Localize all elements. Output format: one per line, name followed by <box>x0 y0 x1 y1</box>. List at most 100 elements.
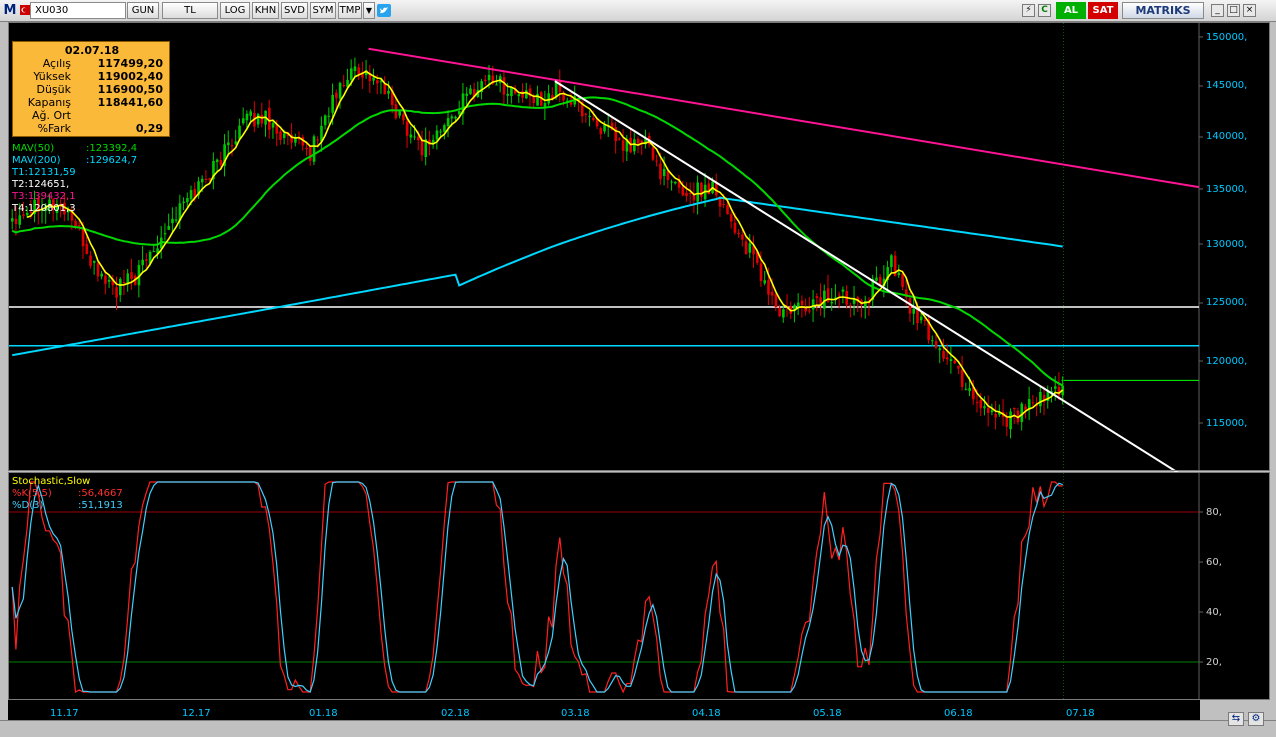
candle-body <box>443 125 446 132</box>
candle-body <box>752 245 755 255</box>
mav50-value: :123392,4 <box>86 143 138 154</box>
candle-body <box>338 82 342 99</box>
candle-body <box>782 309 785 318</box>
dropdown-arrow-icon[interactable]: ▼ <box>363 2 375 19</box>
candle-body <box>901 273 904 288</box>
candle-body <box>219 160 223 165</box>
refresh-icon[interactable]: C <box>1038 4 1051 17</box>
log-button[interactable]: LOG <box>220 2 250 19</box>
stoch-y-tick: 80, <box>1206 507 1222 518</box>
candle-body <box>748 243 752 253</box>
candle-body <box>625 139 629 152</box>
candle-body <box>346 79 349 87</box>
x-tick: 02.18 <box>441 708 470 719</box>
candle-body <box>241 118 245 124</box>
candle-body <box>506 93 510 96</box>
candle-body <box>521 91 524 98</box>
close-icon[interactable]: × <box>1243 4 1256 17</box>
candle-body <box>554 82 558 98</box>
candle-body <box>130 272 133 279</box>
candle-body <box>14 218 18 225</box>
sell-button[interactable]: SAT <box>1088 2 1118 19</box>
symbol-field[interactable]: XU030 <box>30 2 126 19</box>
khn-button[interactable]: KHN <box>252 2 279 19</box>
candle-body <box>826 288 830 302</box>
price-panel-frame <box>8 22 1270 471</box>
candle-body <box>968 388 971 392</box>
svd-button[interactable]: SVD <box>281 2 308 19</box>
sync-icon[interactable]: ⇆ <box>1228 712 1244 726</box>
candle-body <box>543 102 547 109</box>
candle-body <box>137 264 141 286</box>
candle-body <box>502 77 506 95</box>
period-button[interactable]: GUN <box>127 2 159 19</box>
buy-button[interactable]: AL <box>1056 2 1086 19</box>
candle-body <box>972 386 975 400</box>
minimize-icon[interactable]: _ <box>1211 4 1224 17</box>
stoch-title: Stochastic,Slow <box>12 476 91 487</box>
candle-body <box>580 102 584 117</box>
candle-body <box>919 316 923 321</box>
candle-body <box>268 107 271 130</box>
candle-body <box>808 310 811 312</box>
candle-body <box>331 95 334 113</box>
candle-body <box>1013 408 1016 410</box>
candle-body <box>51 199 55 210</box>
candle-body <box>990 410 994 413</box>
settings-icon[interactable]: ⚙ <box>1248 712 1264 726</box>
candle-body <box>234 141 238 145</box>
candle-body <box>230 145 234 147</box>
stoch-axis-area <box>1199 473 1269 699</box>
info-row-low: Düşük 116900,50 <box>36 83 163 96</box>
mav200-value: :129624,7 <box>86 155 138 166</box>
flag-icon <box>20 5 30 15</box>
candle-body <box>666 171 670 180</box>
stoch-plot-area <box>9 473 1199 699</box>
candle-body <box>357 67 361 75</box>
candle-body <box>718 196 722 207</box>
candle-body <box>111 278 115 286</box>
candle-body <box>830 301 834 304</box>
twitter-icon[interactable] <box>377 4 391 17</box>
candle-body <box>465 93 469 96</box>
price-chart[interactable] <box>0 22 1276 472</box>
candle-body <box>439 131 442 133</box>
candle-body <box>733 222 737 233</box>
candle-body <box>148 251 152 264</box>
info-date: 02.07.18 <box>64 44 120 57</box>
candle-body <box>774 294 778 308</box>
x-tick: 12.17 <box>182 708 211 719</box>
candle-body <box>651 147 655 160</box>
candle-body <box>178 203 182 221</box>
tmp-button[interactable]: TMP <box>338 2 362 19</box>
candle-body <box>309 146 312 161</box>
bolt-icon[interactable]: ⚡ <box>1022 4 1035 17</box>
candle-body <box>882 278 886 287</box>
candle-body <box>22 214 25 216</box>
currency-button[interactable]: TL <box>162 2 218 19</box>
candle-body <box>335 92 338 99</box>
candle-body <box>964 388 968 390</box>
candle-body <box>25 212 29 216</box>
candle-body <box>852 299 856 304</box>
sym-button[interactable]: SYM <box>310 2 336 19</box>
candle-body <box>40 209 44 211</box>
candle-body <box>197 181 200 196</box>
candle-body <box>316 139 320 141</box>
candle-body <box>525 90 528 99</box>
maximize-icon[interactable]: □ <box>1227 4 1240 17</box>
candle-body <box>290 134 293 143</box>
candle-body <box>815 296 819 299</box>
candle-body <box>420 138 424 156</box>
candle-body <box>85 243 89 254</box>
stochastic-chart[interactable] <box>0 472 1276 700</box>
candle-body <box>491 75 495 84</box>
candle-body <box>227 142 230 146</box>
candle-body <box>33 199 36 214</box>
y-tick: 115000, <box>1206 418 1248 429</box>
candle-body <box>182 201 185 203</box>
stoch-d-line <box>11 481 1063 693</box>
x-tick: 03.18 <box>561 708 590 719</box>
ohlc-info-box: 02.07.18 Açılış 117499,20 Yüksek 119002,40… <box>12 41 170 137</box>
candle-body <box>372 77 375 81</box>
